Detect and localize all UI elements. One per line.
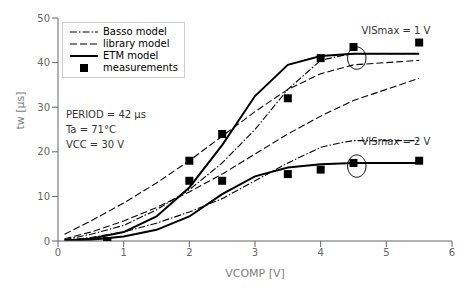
svg-text:4: 4	[317, 247, 323, 258]
svg-text:3: 3	[252, 247, 258, 258]
html-text:Basso model: Basso model	[103, 26, 167, 37]
html-text:library model: library model	[103, 38, 170, 49]
svg-text:VISmax = 1 V: VISmax = 1 V	[361, 25, 430, 36]
svg-text:2: 2	[186, 247, 192, 258]
svg-text:5: 5	[383, 247, 389, 258]
svg-text:VCOMP [V]: VCOMP [V]	[225, 267, 285, 280]
svg-text:tw [μs]: tw [μs]	[14, 91, 27, 129]
svg-text:0: 0	[55, 247, 61, 258]
svg-text:10: 10	[37, 191, 50, 202]
svg-text:VISmax = 2 V: VISmax = 2 V	[361, 136, 430, 147]
svg-text:6: 6	[449, 247, 455, 258]
svg-text:1: 1	[120, 247, 126, 258]
svg-text:50: 50	[37, 13, 50, 24]
svg-text:20: 20	[37, 146, 50, 157]
html-text:ETM model: ETM model	[103, 50, 159, 61]
svg-text:40: 40	[37, 57, 50, 68]
svg-text:30: 30	[37, 102, 50, 113]
svg-text:0: 0	[44, 236, 50, 247]
html-text:measurements: measurements	[103, 62, 178, 73]
svg-text:PERIOD = 42 μsTa = 71°CVCC = 3: PERIOD = 42 μsTa = 71°CVCC = 30 V	[65, 109, 146, 150]
